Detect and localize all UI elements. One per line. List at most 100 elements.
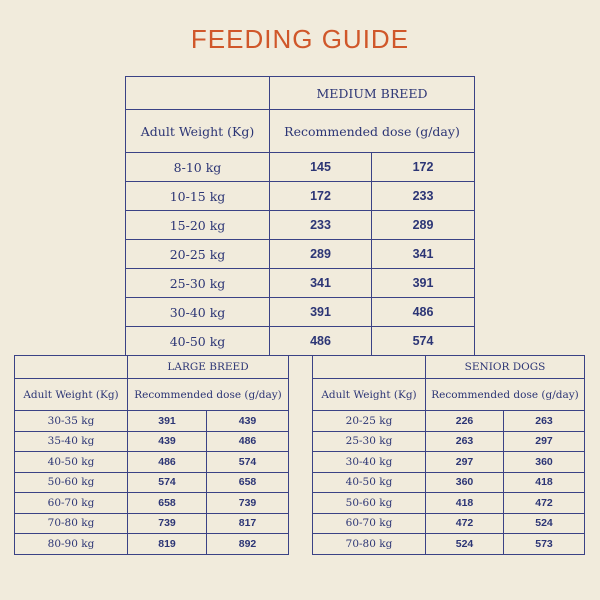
weight-cell: 35-40 kg <box>14 430 128 452</box>
weight-cell: 70-80 kg <box>312 533 426 555</box>
dose-min-cell: 226 <box>425 410 504 432</box>
weight-cell: 30-40 kg <box>125 297 270 327</box>
table-heading: SENIOR DOGS <box>425 355 585 379</box>
weight-cell: 8-10 kg <box>125 152 270 182</box>
weight-cell: 20-25 kg <box>125 239 270 269</box>
weight-cell: 40-50 kg <box>14 451 128 473</box>
dose-max-cell: 472 <box>503 492 585 514</box>
column-header-dose: Recommended dose (g/day) <box>269 109 475 153</box>
dose-min-cell: 658 <box>127 492 207 514</box>
weight-cell: 50-60 kg <box>312 492 426 514</box>
weight-cell: 10-15 kg <box>125 181 270 211</box>
dose-min-cell: 472 <box>425 512 504 534</box>
table-row: 15-20 kg 233 289 <box>125 210 475 240</box>
table-row: 30-35 kg 391 439 <box>14 410 290 432</box>
column-header-dose: Recommended dose (g/day) <box>425 378 585 411</box>
dose-max-cell: 391 <box>371 268 475 298</box>
weight-cell: 70-80 kg <box>14 512 128 534</box>
table-header-row: MEDIUM BREED <box>125 76 475 110</box>
empty-header-cell <box>14 355 128 379</box>
dose-min-cell: 574 <box>127 471 207 493</box>
weight-cell: 20-25 kg <box>312 410 426 432</box>
dose-max-cell: 360 <box>503 451 585 473</box>
dose-min-cell: 819 <box>127 533 207 555</box>
dose-min-cell: 391 <box>127 410 207 432</box>
dose-min-cell: 360 <box>425 471 504 493</box>
table-header-row: LARGE BREED <box>14 355 290 379</box>
weight-cell: 30-40 kg <box>312 451 426 473</box>
table-row: 40-50 kg 486 574 <box>125 326 475 356</box>
dose-max-cell: 418 <box>503 471 585 493</box>
dose-min-cell: 263 <box>425 430 504 452</box>
weight-cell: 25-30 kg <box>312 430 426 452</box>
table-row: 40-50 kg 360 418 <box>312 471 585 493</box>
table-heading: MEDIUM BREED <box>269 76 475 110</box>
table-row: 70-80 kg 739 817 <box>14 512 290 534</box>
dose-max-cell: 817 <box>205 512 290 534</box>
dose-max-cell: 172 <box>371 152 475 182</box>
table-row: 40-50 kg 486 574 <box>14 451 290 473</box>
dose-max-cell: 289 <box>371 210 475 240</box>
table-heading: LARGE BREED <box>126 355 290 379</box>
dose-min-cell: 233 <box>269 210 372 240</box>
dose-max-cell: 341 <box>371 239 475 269</box>
table-row: 50-60 kg 574 658 <box>14 471 290 493</box>
column-header-weight: Adult Weight (Kg) <box>125 109 270 153</box>
dose-min-cell: 439 <box>127 430 207 452</box>
table-row: 8-10 kg 145 172 <box>125 152 475 182</box>
dose-min-cell: 486 <box>269 326 372 356</box>
dose-max-cell: 439 <box>205 410 290 432</box>
table-row: 25-30 kg 341 391 <box>125 268 475 298</box>
dose-max-cell: 524 <box>503 512 585 534</box>
dose-max-cell: 297 <box>503 430 585 452</box>
large-breed-table: LARGE BREED Adult Weight (Kg) Recommende… <box>14 355 290 555</box>
table-row: 50-60 kg 418 472 <box>312 492 585 514</box>
dose-max-cell: 658 <box>205 471 290 493</box>
table-row: 30-40 kg 391 486 <box>125 297 475 327</box>
weight-cell: 40-50 kg <box>312 471 426 493</box>
column-header-weight: Adult Weight (Kg) <box>312 378 426 411</box>
dose-max-cell: 573 <box>503 533 585 555</box>
medium-breed-table: MEDIUM BREED Adult Weight (Kg) Recommend… <box>125 76 475 356</box>
weight-cell: 25-30 kg <box>125 268 270 298</box>
dose-max-cell: 486 <box>371 297 475 327</box>
dose-min-cell: 297 <box>425 451 504 473</box>
column-header-row: Adult Weight (Kg) Recommended dose (g/da… <box>312 378 585 411</box>
dose-max-cell: 574 <box>205 451 290 473</box>
column-header-row: Adult Weight (Kg) Recommended dose (g/da… <box>14 378 290 411</box>
dose-max-cell: 263 <box>503 410 585 432</box>
column-header-weight: Adult Weight (Kg) <box>14 378 128 411</box>
dose-min-cell: 172 <box>269 181 372 211</box>
table-row: 20-25 kg 289 341 <box>125 239 475 269</box>
dose-min-cell: 486 <box>127 451 207 473</box>
dose-max-cell: 233 <box>371 181 475 211</box>
dose-max-cell: 892 <box>205 533 290 555</box>
empty-header-cell <box>312 355 426 379</box>
table-row: 10-15 kg 172 233 <box>125 181 475 211</box>
table-row: 25-30 kg 263 297 <box>312 430 585 452</box>
page-title: FEEDING GUIDE <box>190 24 410 54</box>
table-row: 70-80 kg 524 573 <box>312 533 585 555</box>
dose-max-cell: 574 <box>371 326 475 356</box>
table-row: 35-40 kg 439 486 <box>14 430 290 452</box>
empty-header-cell <box>125 76 270 110</box>
weight-cell: 60-70 kg <box>312 512 426 534</box>
dose-min-cell: 145 <box>269 152 372 182</box>
dose-min-cell: 524 <box>425 533 504 555</box>
dose-min-cell: 289 <box>269 239 372 269</box>
weight-cell: 50-60 kg <box>14 471 128 493</box>
weight-cell: 30-35 kg <box>14 410 128 432</box>
column-header-dose: Recommended dose (g/day) <box>126 378 290 411</box>
column-header-row: Adult Weight (Kg) Recommended dose (g/da… <box>125 109 475 153</box>
table-row: 30-40 kg 297 360 <box>312 451 585 473</box>
dose-min-cell: 418 <box>425 492 504 514</box>
weight-cell: 15-20 kg <box>125 210 270 240</box>
dose-max-cell: 739 <box>205 492 290 514</box>
dose-min-cell: 391 <box>269 297 372 327</box>
table-row: 20-25 kg 226 263 <box>312 410 585 432</box>
weight-cell: 80-90 kg <box>14 533 128 555</box>
weight-cell: 40-50 kg <box>125 326 270 356</box>
table-header-row: SENIOR DOGS <box>312 355 585 379</box>
dose-min-cell: 739 <box>127 512 207 534</box>
table-row: 60-70 kg 658 739 <box>14 492 290 514</box>
